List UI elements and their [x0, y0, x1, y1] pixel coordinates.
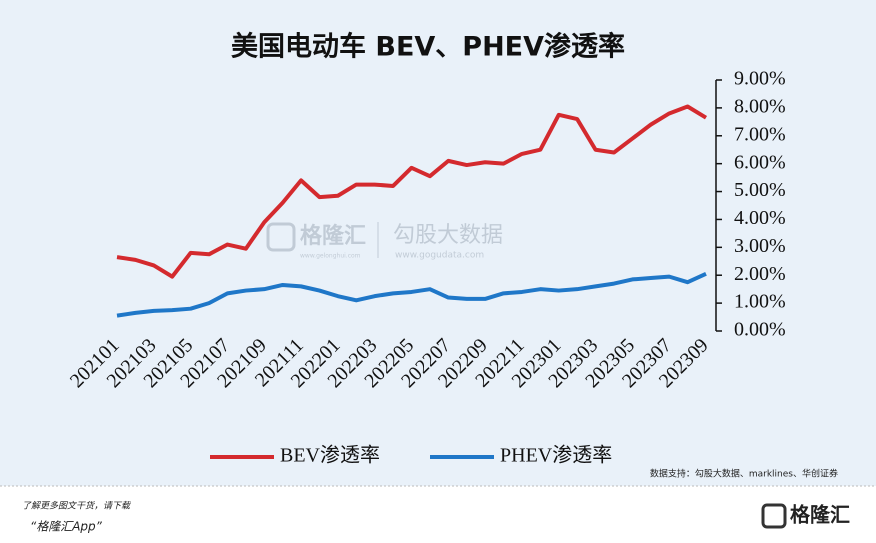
y-tick-label: 5.00%: [734, 179, 786, 201]
watermark-brand: 格隆汇: [300, 223, 366, 249]
footer-logo: 格隆汇: [790, 503, 850, 527]
footer-logo-icon: [761, 503, 787, 529]
y-tick-label: 1.00%: [734, 291, 786, 313]
y-tick-label: 6.00%: [734, 151, 786, 173]
series-line: [116, 104, 708, 279]
watermark-brand-url: www.gelonghui.com: [300, 253, 361, 260]
footer-app: “格隆汇App”: [30, 520, 103, 534]
y-tick-label: 0.00%: [734, 319, 786, 341]
y-tick-label: 9.00%: [734, 68, 786, 90]
watermark-icon: [266, 222, 296, 252]
y-tick-label: 3.00%: [734, 235, 786, 257]
legend-label: PHEV渗透率: [500, 444, 612, 467]
y-tick-label: 4.00%: [734, 207, 786, 229]
y-tick-label: 8.00%: [734, 95, 786, 117]
chart-title: 美国电动车 BEV、PHEV渗透率: [231, 31, 625, 63]
watermark: 格隆汇 www.gelonghui.com 勾股大数据 www.gogudata…: [266, 222, 503, 261]
chart-background: [0, 0, 876, 486]
y-tick-label: 2.00%: [734, 263, 786, 285]
series-line: [116, 272, 707, 318]
y-tick-label: 7.00%: [734, 123, 786, 145]
source-note: 数据支持：勾股大数据、marklines、华创证券: [650, 468, 838, 480]
watermark-url: www.gogudata.com: [395, 251, 484, 261]
footer-note: 了解更多图文干货，请下载: [22, 501, 131, 512]
watermark-name: 勾股大数据: [393, 223, 503, 248]
legend-label: BEV渗透率: [280, 444, 380, 467]
